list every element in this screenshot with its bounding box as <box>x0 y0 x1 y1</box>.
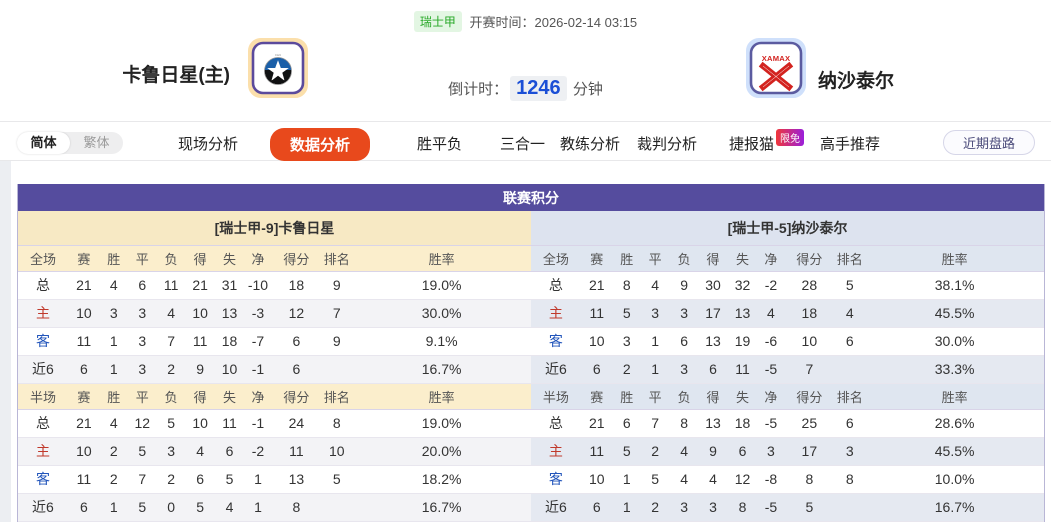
svg-text:XAMAX: XAMAX <box>762 54 790 63</box>
svg-text:1924: 1924 <box>275 53 281 57</box>
